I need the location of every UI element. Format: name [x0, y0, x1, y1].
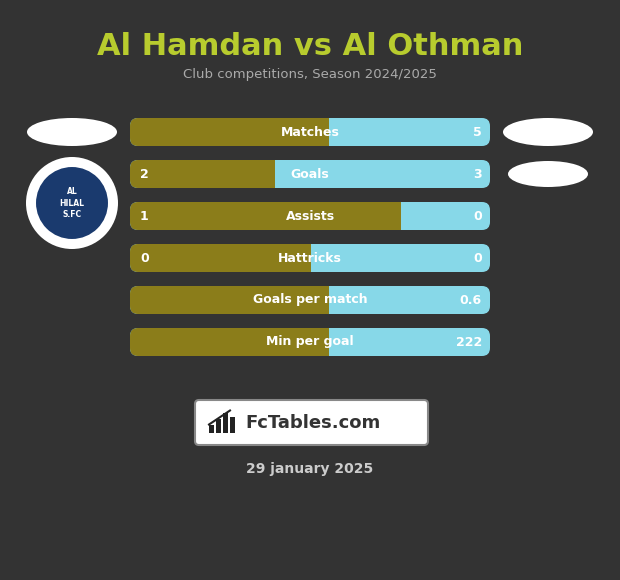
FancyBboxPatch shape — [195, 400, 428, 445]
Circle shape — [26, 157, 118, 249]
Text: Club competitions, Season 2024/2025: Club competitions, Season 2024/2025 — [183, 68, 437, 81]
Ellipse shape — [503, 118, 593, 146]
Bar — [216, 419, 221, 433]
FancyBboxPatch shape — [130, 244, 490, 272]
FancyBboxPatch shape — [130, 160, 490, 188]
Bar — [223, 412, 228, 433]
FancyBboxPatch shape — [130, 160, 274, 188]
Bar — [302, 244, 311, 272]
Text: Goals per match: Goals per match — [253, 293, 367, 306]
Text: Al Hamdan vs Al Othman: Al Hamdan vs Al Othman — [97, 32, 523, 61]
FancyBboxPatch shape — [130, 328, 490, 356]
Bar — [230, 416, 235, 433]
FancyBboxPatch shape — [130, 202, 490, 230]
Text: 1: 1 — [140, 209, 149, 223]
Text: Goals: Goals — [291, 168, 329, 180]
Text: Matches: Matches — [281, 125, 339, 139]
Ellipse shape — [27, 118, 117, 146]
Text: 3: 3 — [474, 168, 482, 180]
FancyBboxPatch shape — [130, 328, 328, 356]
FancyBboxPatch shape — [130, 118, 490, 146]
FancyBboxPatch shape — [130, 286, 490, 314]
Text: Min per goal: Min per goal — [266, 335, 354, 349]
Text: 0: 0 — [473, 209, 482, 223]
Bar — [320, 118, 329, 146]
Bar — [320, 328, 329, 356]
FancyBboxPatch shape — [130, 244, 310, 272]
Text: 2: 2 — [140, 168, 149, 180]
Text: 222: 222 — [456, 335, 482, 349]
FancyBboxPatch shape — [130, 118, 328, 146]
Text: Hattricks: Hattricks — [278, 252, 342, 264]
Text: 0: 0 — [473, 252, 482, 264]
Text: 5: 5 — [473, 125, 482, 139]
Text: 0.6: 0.6 — [460, 293, 482, 306]
Bar — [266, 160, 275, 188]
Text: 0: 0 — [140, 252, 149, 264]
Text: 29 january 2025: 29 january 2025 — [246, 462, 374, 476]
Ellipse shape — [508, 161, 588, 187]
Circle shape — [34, 165, 110, 241]
FancyBboxPatch shape — [130, 202, 400, 230]
Bar — [320, 286, 329, 314]
FancyBboxPatch shape — [130, 286, 328, 314]
Text: AL
HILAL
S.FC: AL HILAL S.FC — [60, 187, 84, 219]
Text: FcTables.com: FcTables.com — [245, 414, 380, 432]
Bar — [209, 425, 214, 433]
Bar — [392, 202, 401, 230]
Text: Assists: Assists — [285, 209, 335, 223]
